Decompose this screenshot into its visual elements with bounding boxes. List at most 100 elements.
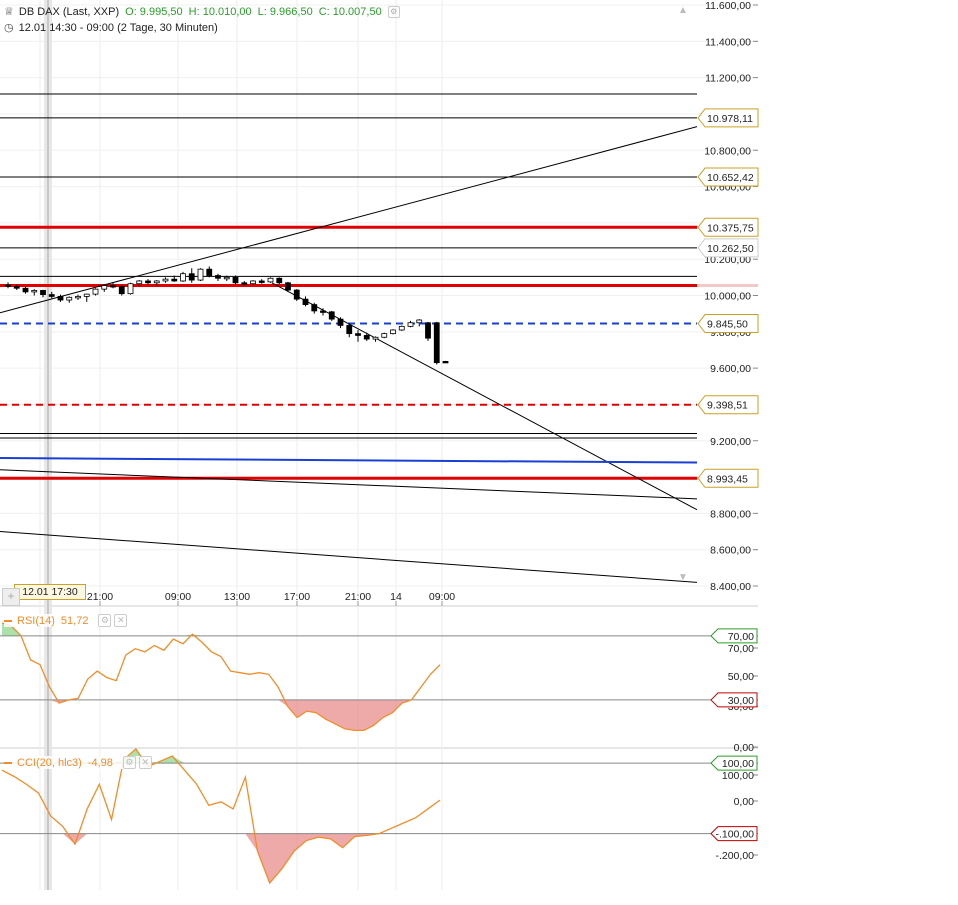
cci-close-icon[interactable]: ✕ <box>138 756 152 769</box>
cci-legend-swatch <box>4 761 12 764</box>
price-tag-box <box>697 314 759 334</box>
candle <box>390 329 396 335</box>
candle <box>355 329 361 342</box>
trend-line <box>0 456 698 464</box>
crosshair-time-label: 12.01 17:30 <box>14 584 86 600</box>
rsi-settings-icon[interactable]: ⚙ <box>98 614 112 627</box>
candle <box>188 268 195 283</box>
cci-level-tag-label: 100,00 <box>722 758 754 770</box>
price-tag-label: 10.652,42 <box>707 172 754 184</box>
down-candle <box>433 322 440 364</box>
up-candle <box>416 319 423 324</box>
candle <box>13 284 20 291</box>
candle <box>328 310 335 321</box>
cci-header: CCI(20, hlc3) -4,98 ⚙ ✕ <box>4 756 152 769</box>
cci-axis-label: -.200,00 <box>715 850 754 862</box>
price-tag-box <box>697 108 759 128</box>
up-candle <box>127 283 134 295</box>
price-tag-label: 9.845,50 <box>707 319 748 331</box>
candle <box>442 360 449 364</box>
up-candle <box>267 277 274 283</box>
candle <box>66 296 73 303</box>
scroll-down-icon[interactable]: ▼ <box>678 572 688 583</box>
price-tag-label: 8.993,45 <box>707 473 748 485</box>
price-tag-box <box>697 468 759 488</box>
candle <box>75 294 81 301</box>
time-axis-label: 09:00 <box>429 591 455 603</box>
candle <box>302 296 309 307</box>
price-axis-label: 8.600,00 <box>710 545 751 557</box>
price-axis-label: 9.600,00 <box>710 363 751 375</box>
candlestick-icon[interactable]: ♕ <box>4 6 14 18</box>
cci-value: -4,98 <box>87 756 113 769</box>
candle <box>346 323 353 338</box>
trend-line <box>271 282 698 511</box>
up-candle <box>180 273 186 282</box>
price-tag-box <box>697 238 759 258</box>
candle <box>416 319 423 327</box>
time-axis-label: 17:00 <box>284 591 310 603</box>
cci-settings-icon[interactable]: ⚙ <box>122 756 136 769</box>
price-axis-label: 11.600,00 <box>705 0 751 12</box>
candle <box>320 308 326 316</box>
up-candle <box>31 290 38 293</box>
price-axis-label: 11.200,00 <box>705 73 751 85</box>
down-candle <box>302 298 309 305</box>
price-tag-label: 10.262,50 <box>707 243 754 255</box>
up-candle <box>153 280 160 284</box>
candle <box>171 275 178 282</box>
candle <box>48 291 55 299</box>
down-candle <box>40 290 46 295</box>
candle <box>206 266 213 278</box>
down-candle <box>258 280 265 283</box>
time-axis-label: 21:00 <box>87 591 113 603</box>
down-candle <box>346 325 353 335</box>
rsi-value: 51,72 <box>60 614 89 627</box>
down-candle <box>22 287 29 293</box>
up-candle <box>390 329 396 335</box>
candle <box>381 332 388 339</box>
down-candle <box>442 361 449 364</box>
candle <box>363 332 370 341</box>
price-tag-box <box>697 217 759 237</box>
candle <box>162 277 169 283</box>
time-axis-label: 09:00 <box>165 591 191 603</box>
down-candle <box>241 282 248 285</box>
candle <box>232 275 239 285</box>
up-candle <box>83 293 90 297</box>
candle <box>267 277 274 283</box>
candle <box>136 280 143 287</box>
price-tag-box <box>697 395 759 415</box>
price-axis-label: 11.400,00 <box>705 36 751 48</box>
scroll-up-icon[interactable]: ▲ <box>678 5 688 16</box>
candle <box>31 289 38 296</box>
up-candle <box>197 268 204 281</box>
down-candle <box>57 296 64 301</box>
candle <box>223 275 230 281</box>
cci-level-tag <box>710 826 758 842</box>
down-candle <box>232 276 239 284</box>
down-candle <box>171 278 178 282</box>
up-candle <box>101 285 108 290</box>
cci-axis-label: 0,00 <box>734 796 755 808</box>
price-tag-label: 10.978,11 <box>707 113 753 125</box>
rsi-header: RSI(14) 51,72 ⚙ ✕ <box>4 614 128 627</box>
zoom-in-icon[interactable]: + <box>2 588 20 606</box>
down-candle <box>337 318 344 326</box>
price-axis-label: 9.200,00 <box>710 436 751 448</box>
settings-gear-icon[interactable]: ⚙ <box>387 5 400 18</box>
rsi-legend-swatch <box>4 619 12 622</box>
symbol-label: DB DAX (Last, XXP) <box>18 5 120 18</box>
rsi-close-icon[interactable]: ✕ <box>114 614 128 627</box>
up-candle <box>75 296 81 299</box>
down-candle <box>293 289 300 300</box>
chart-header-row: ♕ DB DAX (Last, XXP) O: 9.995,50 H: 10.0… <box>4 5 400 18</box>
candle <box>311 302 318 314</box>
rsi-axis-label: 70,00 <box>728 643 754 655</box>
down-candle <box>145 280 151 284</box>
candle <box>180 271 186 282</box>
up-candle <box>372 336 379 340</box>
candle <box>425 321 431 341</box>
rsi-level-tag-label: 70,00 <box>728 631 754 643</box>
